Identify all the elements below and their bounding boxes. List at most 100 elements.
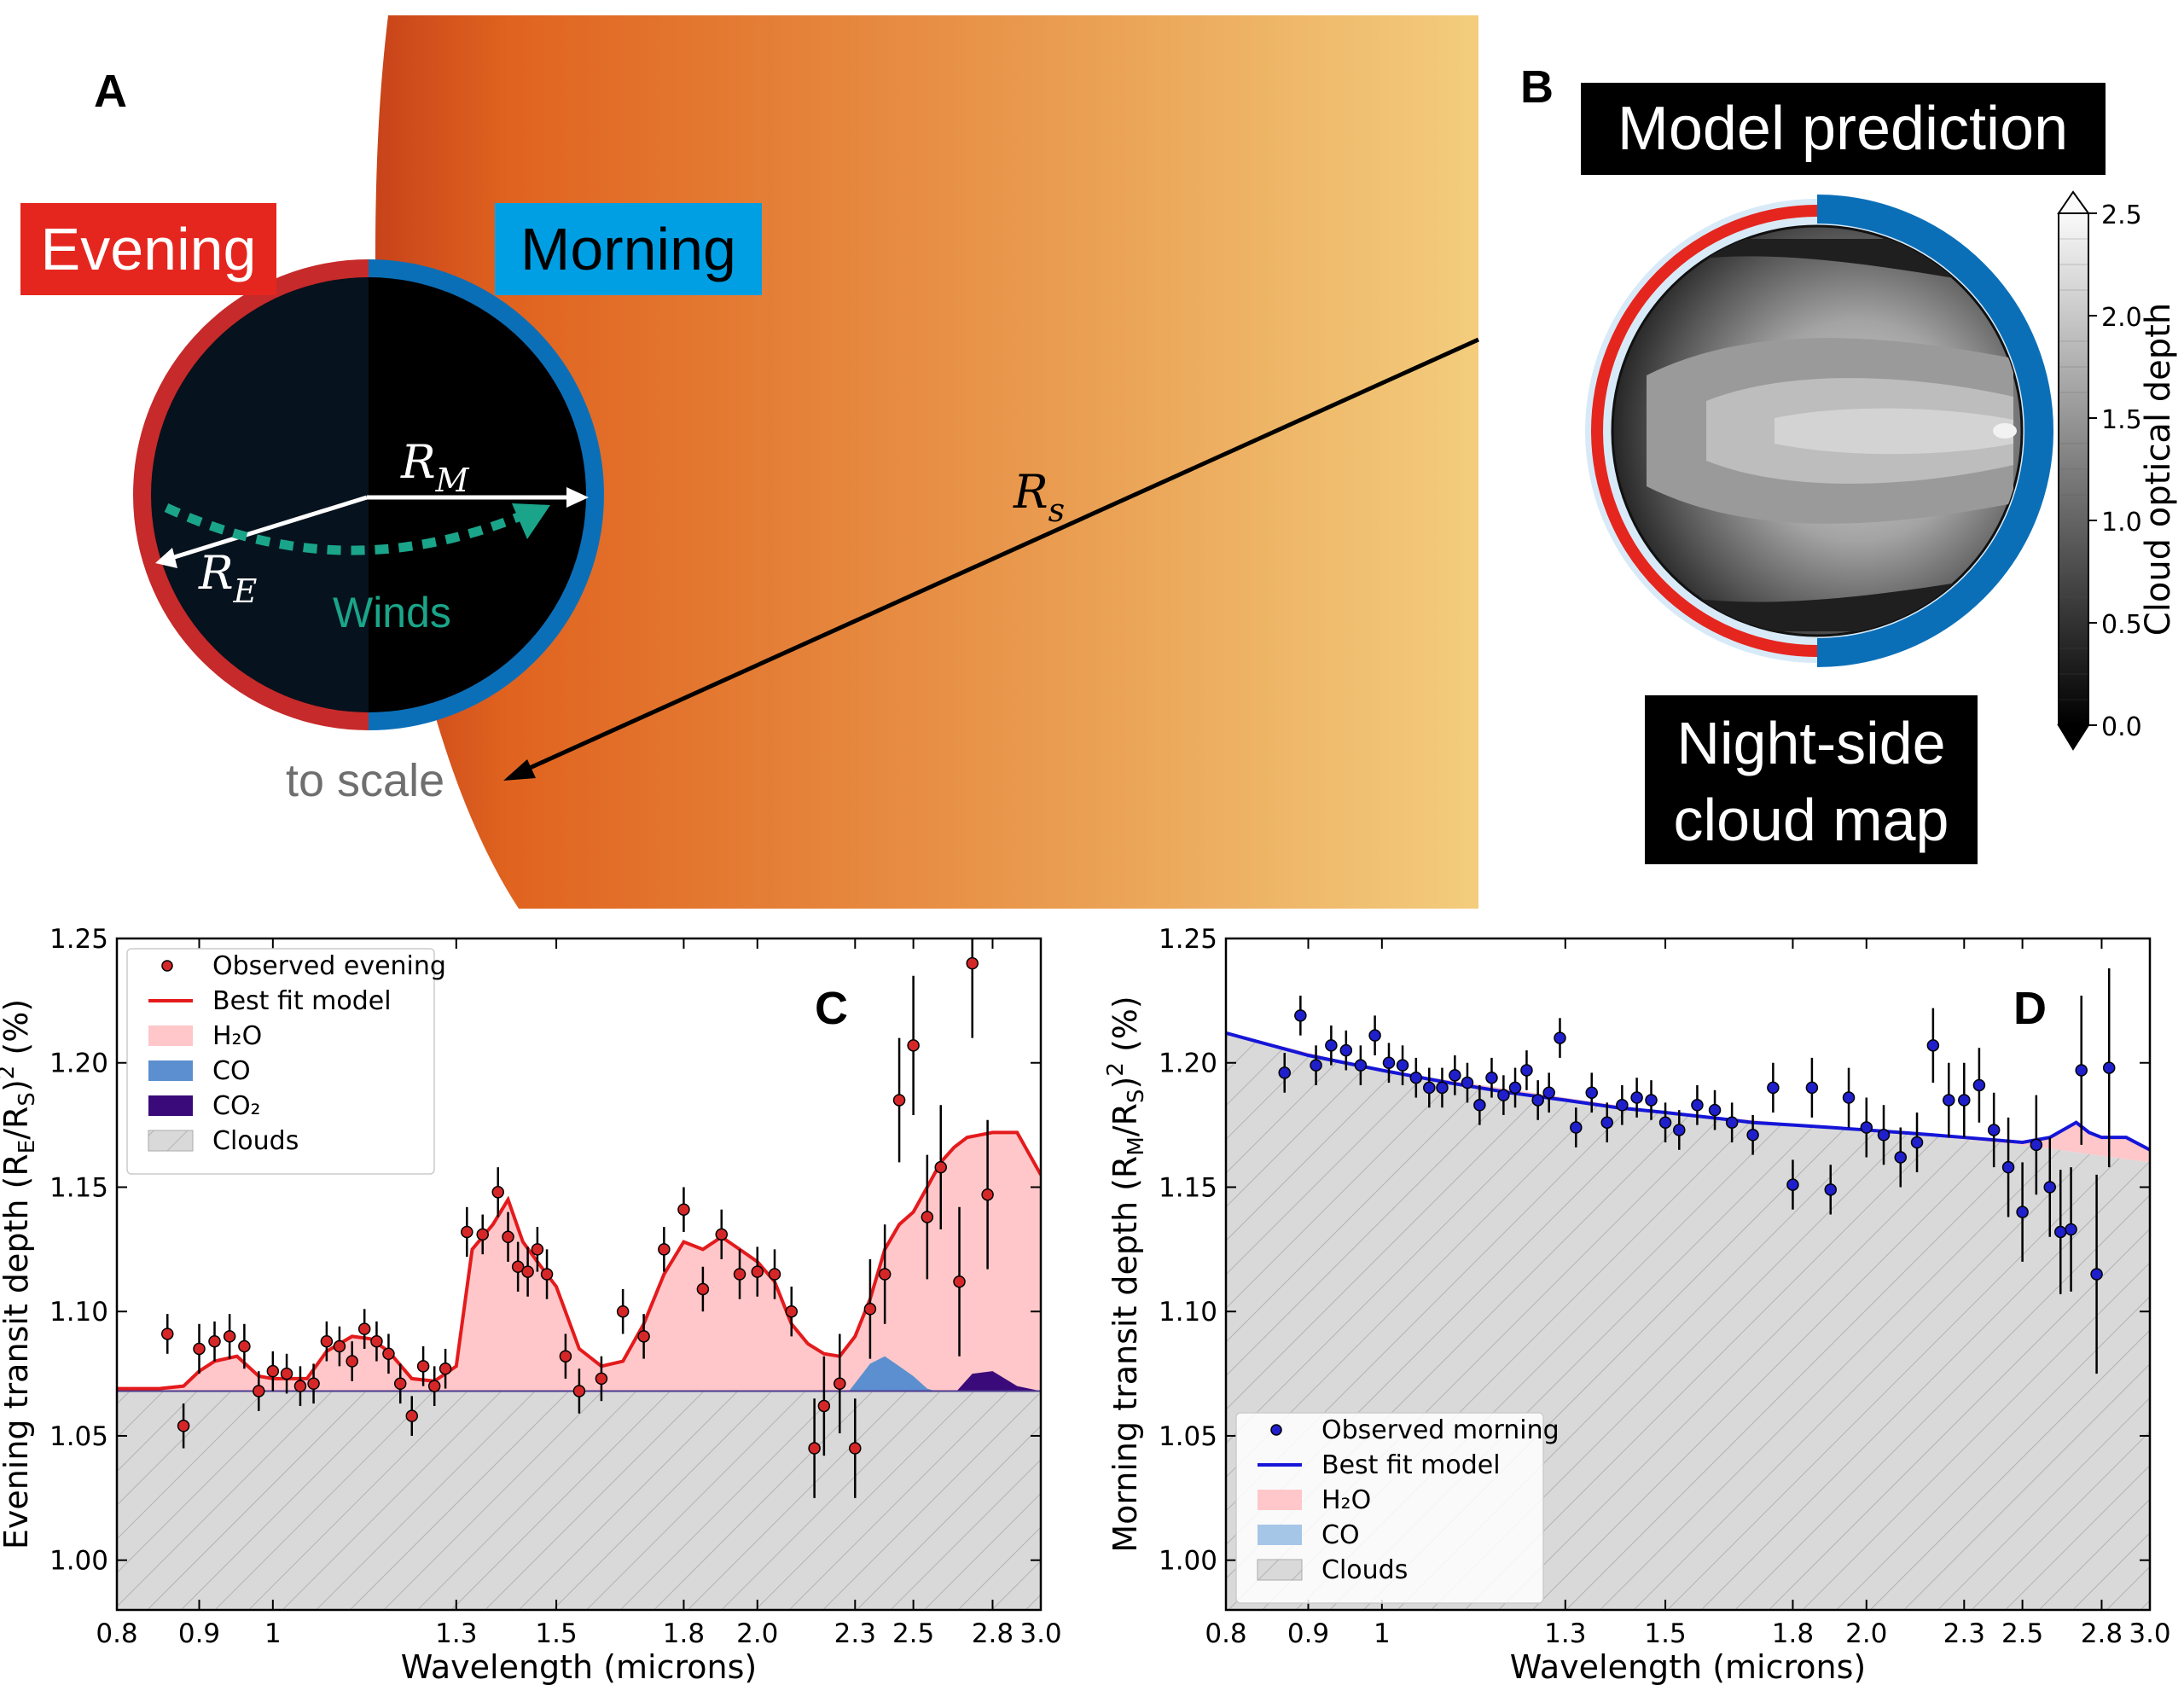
data-point xyxy=(1570,1121,1583,1134)
y-tick-label: 1.15 xyxy=(49,1172,108,1203)
colorbar-tick-label: 2.5 xyxy=(2101,200,2142,230)
data-point xyxy=(253,1385,265,1397)
data-point xyxy=(1860,1121,1873,1134)
data-point xyxy=(1805,1081,1819,1095)
data-point xyxy=(1310,1059,1322,1072)
data-point xyxy=(439,1363,452,1375)
colorbar-tick-label: 1.0 xyxy=(2101,508,2142,537)
data-point xyxy=(1630,1091,1643,1104)
data-point xyxy=(677,1203,690,1216)
data-point xyxy=(1294,1009,1307,1022)
legend-swatch xyxy=(1258,1525,1302,1545)
data-point xyxy=(1554,1031,1566,1044)
x-tick-label: 1.8 xyxy=(1772,1618,1814,1649)
data-point xyxy=(1520,1064,1533,1077)
data-point xyxy=(2043,1181,2056,1194)
winds-arrowhead xyxy=(512,503,550,539)
data-point xyxy=(2065,1223,2077,1236)
data-point xyxy=(1436,1081,1449,1095)
data-point xyxy=(2102,1061,2116,1074)
data-point xyxy=(461,1225,473,1239)
data-point xyxy=(1497,1089,1510,1101)
data-point xyxy=(696,1282,710,1296)
model-prediction-box xyxy=(1581,83,2106,175)
panel-a: A RM RE Winds Rs to scale xyxy=(94,15,1480,909)
data-point xyxy=(953,1275,966,1288)
data-point xyxy=(161,1328,174,1340)
x-tick-label: 1.8 xyxy=(663,1618,705,1649)
cloud-map-morning-arc xyxy=(1816,195,2053,667)
data-point xyxy=(1473,1099,1486,1112)
morning-label-box: Morning xyxy=(495,203,762,295)
data-point xyxy=(785,1304,799,1318)
data-point xyxy=(2054,1225,2067,1239)
data-point xyxy=(1485,1071,1498,1084)
legend-label: Clouds xyxy=(1321,1555,1408,1585)
x-tick-label: 0.9 xyxy=(1287,1618,1329,1649)
data-point xyxy=(357,1322,371,1335)
data-point xyxy=(370,1334,383,1348)
co2-area xyxy=(956,1371,1041,1392)
data-point xyxy=(907,1039,920,1052)
colorbar: 0.0 0.5 1.0 1.5 2.0 2.5 Cloud optical depth xyxy=(2057,190,2178,751)
data-point xyxy=(863,1303,877,1316)
data-point xyxy=(1339,1043,1353,1057)
star-radius-line xyxy=(519,337,1480,775)
data-point xyxy=(540,1268,554,1281)
winds-label: Winds xyxy=(333,589,451,636)
data-point xyxy=(280,1367,293,1380)
data-point xyxy=(1423,1081,1436,1095)
data-point xyxy=(476,1228,489,1241)
colorbar-label: Cloud optical depth xyxy=(2139,303,2178,636)
radius-evening-arrow xyxy=(168,495,368,561)
data-point xyxy=(1508,1081,1522,1095)
data-point xyxy=(1461,1076,1474,1089)
legend-label: H₂O xyxy=(212,1021,262,1051)
data-point xyxy=(427,1380,441,1392)
legend-label: CO xyxy=(1321,1520,1360,1550)
x-axis-label: Wavelength (microns) xyxy=(401,1648,758,1685)
data-point xyxy=(1910,1136,1924,1149)
star-radius-arrowhead xyxy=(503,759,536,781)
x-tick-label: 0.8 xyxy=(1205,1618,1246,1649)
y-tick-label: 1.10 xyxy=(49,1297,108,1328)
legend-box xyxy=(126,948,435,1175)
data-point xyxy=(1894,1151,1908,1164)
data-point xyxy=(981,1188,994,1201)
y-tick-label: 1.10 xyxy=(1159,1297,1217,1328)
h2o-area xyxy=(1226,1032,2150,1163)
y-tick-label: 1.00 xyxy=(49,1546,108,1577)
star-radius-label: Rs xyxy=(1013,465,1065,529)
legend-swatch xyxy=(148,1026,193,1046)
data-point xyxy=(1409,1071,1423,1084)
x-tick-label: 0.8 xyxy=(96,1618,137,1649)
data-point xyxy=(834,1377,846,1391)
y-tick-label: 1.25 xyxy=(49,924,108,955)
y-tick-label: 1.25 xyxy=(1159,924,1217,955)
data-point xyxy=(2075,1064,2088,1077)
data-point xyxy=(1531,1094,1544,1107)
data-point xyxy=(1278,1066,1291,1079)
data-point xyxy=(817,1399,831,1413)
x-tick-label: 2.3 xyxy=(1943,1618,1985,1649)
data-point xyxy=(1842,1091,1856,1104)
axes-frame xyxy=(1224,937,2152,1612)
data-point xyxy=(346,1355,358,1368)
data-point xyxy=(223,1330,236,1343)
clouds-area xyxy=(117,1391,1041,1610)
x-tick-label: 1.3 xyxy=(1544,1618,1586,1649)
y-tick-label: 1.20 xyxy=(1159,1049,1217,1079)
panel-b-letter: B xyxy=(1520,61,1554,113)
co-area xyxy=(849,1356,936,1392)
data-point xyxy=(1645,1094,1658,1107)
legend-swatch xyxy=(1258,1490,1302,1510)
data-point xyxy=(238,1339,251,1353)
legend-label: Clouds xyxy=(212,1126,299,1156)
legend-swatch xyxy=(148,1130,194,1152)
radius-morning-label: RM xyxy=(400,435,470,499)
data-point xyxy=(511,1260,525,1274)
x-axis-label: Wavelength (microns) xyxy=(1510,1648,1867,1685)
evening-label: Evening xyxy=(40,216,257,282)
data-point xyxy=(382,1347,395,1361)
data-point xyxy=(393,1377,407,1391)
